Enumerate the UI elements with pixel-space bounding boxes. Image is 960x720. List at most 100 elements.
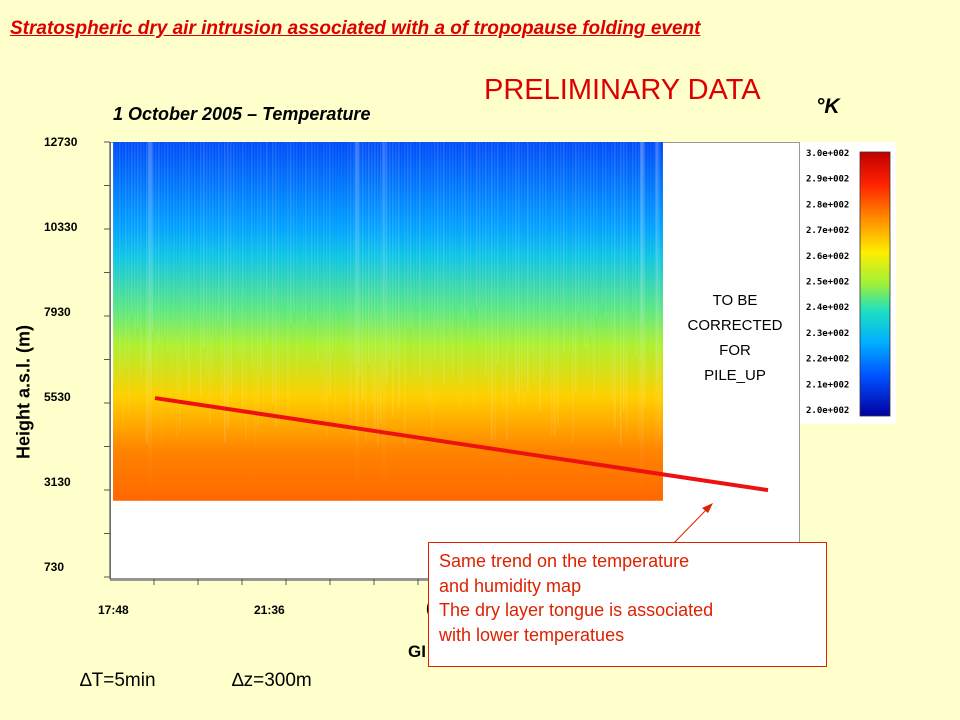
y-tick-label: 12730	[44, 135, 78, 149]
heatmap-streak	[203, 142, 205, 351]
heatmap-streak	[608, 142, 610, 348]
heatmap-streak	[650, 142, 652, 351]
heatmap-streak	[365, 142, 367, 443]
heatmap-streak	[485, 142, 487, 375]
heatmap-streak	[296, 142, 298, 374]
colorbar-tick-label: 2.3e+002	[806, 329, 849, 339]
heatmap-streak	[386, 142, 388, 384]
heatmap-streak	[536, 142, 538, 360]
note-line: CORRECTED	[687, 317, 783, 334]
colorbar-tick-label: 2.1e+002	[806, 380, 849, 390]
x-tick-label: 21:36	[254, 603, 285, 617]
heatmap-streak	[449, 142, 451, 340]
heatmap-streak	[185, 142, 187, 362]
heatmap-streak	[308, 142, 310, 304]
x-axis-label-partial: GI	[408, 642, 426, 661]
heatmap-streak	[251, 142, 253, 367]
heatmap-streak	[152, 142, 154, 331]
colorbar-tick-label: 2.8e+002	[806, 200, 849, 210]
heatmap-streak	[524, 142, 526, 406]
heatmap-streak	[572, 142, 574, 444]
heatmap-streak	[236, 142, 238, 355]
heatmap-streak	[272, 142, 274, 404]
colorbar-gradient	[859, 151, 891, 417]
heatmap-streak	[290, 142, 292, 325]
heatmap-streak	[281, 142, 283, 309]
heatmap-streak	[389, 142, 391, 360]
heatmap-streak	[158, 142, 160, 344]
callout-line: Same trend on the temperature	[439, 551, 690, 571]
heatmap-streak	[197, 142, 199, 363]
heatmap-streak	[428, 142, 430, 410]
heatmap-streak	[640, 142, 644, 501]
heatmap-streak	[278, 142, 280, 423]
heatmap-streak	[437, 142, 439, 330]
colorbar-tick-label: 2.0e+002	[806, 406, 849, 416]
heatmap-streak	[653, 142, 655, 341]
heatmap-streak	[161, 142, 163, 445]
heatmap-streak	[224, 142, 226, 443]
heatmap-streak	[179, 142, 181, 431]
heatmap-streak	[287, 142, 289, 423]
colorbar-panel: 3.0e+002 2.9e+002 2.8e+002 2.7e+002 2.6e+002…	[800, 142, 896, 424]
heatmap-streak	[440, 142, 442, 364]
heatmap-streak	[488, 142, 490, 394]
heatmap-streak	[575, 142, 577, 392]
heatmap-streak	[395, 142, 397, 368]
heatmap-streak	[566, 142, 568, 339]
y-tick-label: 7930	[44, 305, 71, 319]
preliminary-data-label: PRELIMINARY DATA	[484, 74, 761, 106]
heatmap-streak	[413, 142, 415, 380]
heatmap-streak	[527, 142, 529, 391]
heatmap-streak	[655, 142, 659, 501]
heatmap-streak	[284, 142, 286, 307]
heatmap-streak	[182, 142, 184, 338]
heatmap-streak	[410, 142, 412, 328]
heatmap-streak	[404, 142, 406, 446]
heatmap-streak	[254, 142, 256, 446]
slide-title: Stratospheric dry air intrusion associat…	[10, 18, 701, 39]
chart-title: 1 October 2005 – Temperature	[113, 104, 371, 124]
heatmap-streak	[188, 142, 190, 398]
y-tick-label: 5530	[44, 390, 71, 404]
heatmap-streak	[626, 142, 628, 435]
heatmap-streak	[398, 142, 400, 408]
heatmap-streak	[302, 142, 304, 346]
heatmap-streak	[173, 142, 175, 354]
heatmap-streak	[506, 142, 508, 442]
heatmap-streak	[362, 142, 364, 401]
heatmap-streak	[242, 142, 244, 410]
heatmap-streak	[434, 142, 436, 361]
heatmap-streak	[491, 142, 493, 440]
heatmap-streak	[122, 142, 124, 430]
heatmap-streak	[317, 142, 319, 363]
heatmap-streak	[164, 142, 166, 337]
heatmap-streak	[269, 142, 271, 326]
heatmap-streak	[380, 142, 382, 423]
heatmap-streak	[473, 142, 475, 408]
heatmap-streak	[257, 142, 259, 429]
heatmap-streak	[200, 142, 202, 397]
heatmap-streak	[518, 142, 520, 406]
heatmap-streak	[551, 142, 553, 436]
heatmap-streak	[407, 142, 409, 326]
heatmap-streak	[578, 142, 580, 311]
heatmap-streak	[605, 142, 607, 318]
y-tick-label: 730	[44, 560, 65, 574]
heatmap-streak	[332, 142, 334, 356]
heatmap-streak	[515, 142, 517, 393]
heatmap-streak	[374, 142, 376, 435]
heatmap-streak	[305, 142, 307, 324]
heatmap-streak	[638, 142, 640, 440]
heatmap-streak	[662, 142, 664, 355]
heatmap-streak	[635, 142, 637, 357]
heatmap-streak	[614, 142, 616, 429]
heatmap-streak	[419, 142, 421, 378]
heatmap-streak	[176, 142, 178, 437]
trend-line	[154, 396, 769, 493]
heatmap-streak	[554, 142, 556, 437]
y-tick-label: 10330	[44, 220, 78, 234]
heatmap-streak	[545, 142, 547, 359]
heatmap-streak	[125, 142, 127, 363]
